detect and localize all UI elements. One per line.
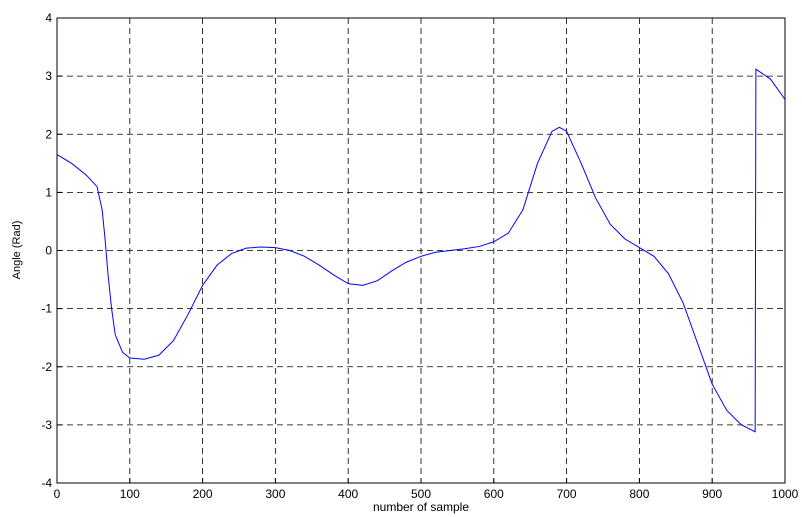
- x-tick-label: 1000: [772, 487, 799, 501]
- x-tick-label: 400: [338, 487, 358, 501]
- y-tick-label: -4: [41, 476, 52, 490]
- x-tick-label: 300: [265, 487, 285, 501]
- y-tick-label: -2: [41, 360, 52, 374]
- x-tick-label: 600: [484, 487, 504, 501]
- y-tick-label: 1: [45, 185, 52, 199]
- axes-box: [56, 17, 786, 484]
- x-tick-label: 500: [411, 487, 431, 501]
- x-tick-label: 700: [557, 487, 577, 501]
- y-axis-label: Angle (Rad): [11, 221, 23, 280]
- x-tick-label: 0: [54, 487, 61, 501]
- x-tick-label: 900: [702, 487, 722, 501]
- y-tick-label: 2: [45, 127, 52, 141]
- x-tick-label: 200: [193, 487, 213, 501]
- x-tick-label: 100: [120, 487, 140, 501]
- y-tick-label: 4: [45, 11, 52, 25]
- x-axis-label: number of sample: [373, 500, 469, 514]
- x-tick-label: 800: [629, 487, 649, 501]
- y-tick-label: 3: [45, 69, 52, 83]
- data-line: [56, 68, 786, 433]
- y-tick-label: 0: [45, 244, 52, 258]
- y-tick-label: -1: [41, 302, 52, 316]
- y-tick-label: -3: [41, 418, 52, 432]
